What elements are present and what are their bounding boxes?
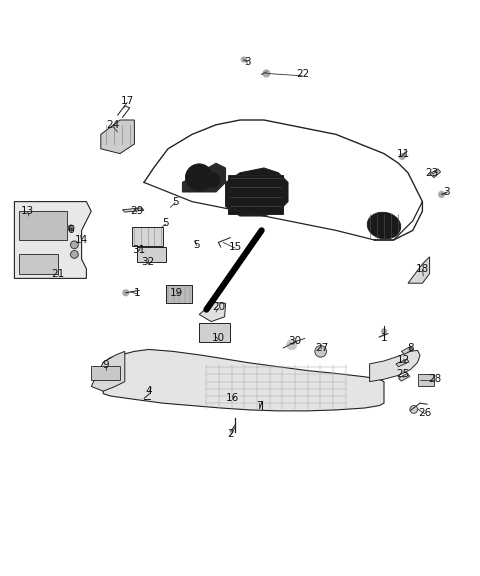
Text: 1: 1 — [133, 288, 140, 298]
Text: 19: 19 — [170, 288, 183, 298]
Polygon shape — [401, 347, 413, 354]
Circle shape — [205, 173, 220, 187]
Polygon shape — [430, 169, 441, 177]
Text: 3: 3 — [244, 58, 251, 67]
Bar — [418, 374, 434, 386]
Text: 16: 16 — [226, 393, 240, 403]
Bar — [91, 366, 120, 380]
Polygon shape — [91, 351, 125, 391]
Bar — [228, 175, 283, 214]
Bar — [166, 285, 192, 304]
Text: 12: 12 — [396, 355, 410, 365]
Polygon shape — [101, 120, 134, 154]
Bar — [137, 247, 166, 262]
Text: 21: 21 — [51, 268, 64, 279]
Circle shape — [186, 164, 213, 191]
Text: 8: 8 — [407, 343, 414, 353]
Circle shape — [71, 241, 78, 249]
Text: 22: 22 — [296, 69, 309, 79]
Circle shape — [410, 406, 418, 414]
Circle shape — [382, 329, 386, 334]
Text: 11: 11 — [396, 149, 410, 158]
Text: 14: 14 — [75, 235, 88, 245]
Circle shape — [439, 191, 444, 198]
Text: 30: 30 — [288, 336, 302, 346]
Text: 27: 27 — [315, 343, 328, 353]
Text: 6: 6 — [68, 225, 74, 236]
Text: 23: 23 — [425, 168, 439, 178]
Text: 2: 2 — [227, 429, 234, 439]
Polygon shape — [396, 359, 409, 367]
Text: 7: 7 — [256, 400, 263, 411]
Polygon shape — [14, 202, 91, 278]
Text: 18: 18 — [416, 264, 429, 274]
Circle shape — [71, 251, 78, 258]
Circle shape — [241, 57, 246, 62]
Text: 15: 15 — [228, 242, 242, 252]
Circle shape — [68, 225, 74, 231]
Text: 5: 5 — [193, 240, 200, 250]
Polygon shape — [408, 257, 430, 283]
Text: 20: 20 — [212, 302, 225, 312]
Text: 24: 24 — [106, 120, 120, 130]
Text: 28: 28 — [428, 374, 441, 384]
Circle shape — [287, 340, 297, 350]
Text: 10: 10 — [212, 334, 225, 343]
Circle shape — [399, 154, 405, 160]
Polygon shape — [226, 168, 288, 216]
Circle shape — [315, 346, 326, 357]
Text: 31: 31 — [132, 245, 146, 255]
Text: 4: 4 — [145, 386, 152, 396]
Text: 17: 17 — [120, 96, 134, 106]
Text: 1: 1 — [381, 334, 387, 343]
Bar — [199, 323, 230, 342]
Text: 5: 5 — [162, 218, 169, 228]
Polygon shape — [370, 350, 420, 382]
Text: 9: 9 — [102, 360, 109, 370]
Text: 29: 29 — [130, 206, 144, 216]
Ellipse shape — [367, 213, 401, 239]
Polygon shape — [122, 208, 144, 212]
Text: 25: 25 — [396, 369, 410, 380]
Circle shape — [263, 70, 270, 77]
Polygon shape — [103, 350, 384, 411]
Text: 26: 26 — [418, 408, 432, 418]
Circle shape — [123, 290, 129, 295]
Text: 13: 13 — [21, 206, 35, 216]
Bar — [132, 227, 163, 247]
Text: 5: 5 — [172, 196, 179, 207]
Bar — [19, 255, 58, 274]
Polygon shape — [398, 373, 410, 381]
Polygon shape — [199, 302, 226, 321]
Polygon shape — [182, 163, 226, 192]
Bar — [19, 211, 67, 240]
Text: 32: 32 — [141, 256, 155, 267]
Text: 3: 3 — [443, 187, 450, 197]
